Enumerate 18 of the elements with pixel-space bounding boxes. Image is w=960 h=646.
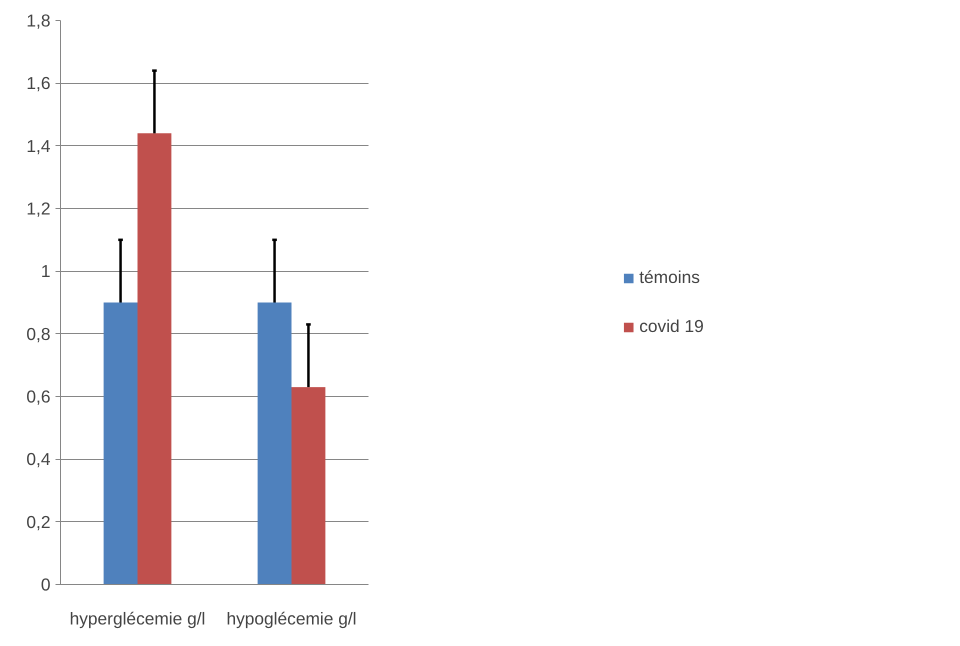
legend-label: témoins (639, 267, 700, 288)
x-tick-label: hypoglécemie g/l (226, 608, 357, 628)
y-tick-label: 0,8 (26, 324, 51, 344)
y-tick-label: 1,4 (26, 136, 51, 156)
y-tick-label: 1,2 (26, 198, 51, 218)
bar (258, 302, 292, 584)
y-tick-label: 0,6 (26, 386, 51, 406)
y-tick-label: 0 (40, 574, 51, 594)
y-tick-label: 1,8 (26, 10, 51, 30)
bar (138, 133, 172, 584)
bar (104, 302, 138, 584)
legend-label: covid 19 (639, 316, 704, 337)
x-tick-label: hyperglécemie g/l (70, 608, 206, 628)
bar (292, 387, 326, 584)
y-tick-label: 0,4 (26, 449, 51, 470)
y-tick-label: 1 (40, 261, 51, 282)
y-tick-label: 1,6 (26, 73, 51, 94)
y-tick-label: 0,2 (26, 512, 51, 532)
